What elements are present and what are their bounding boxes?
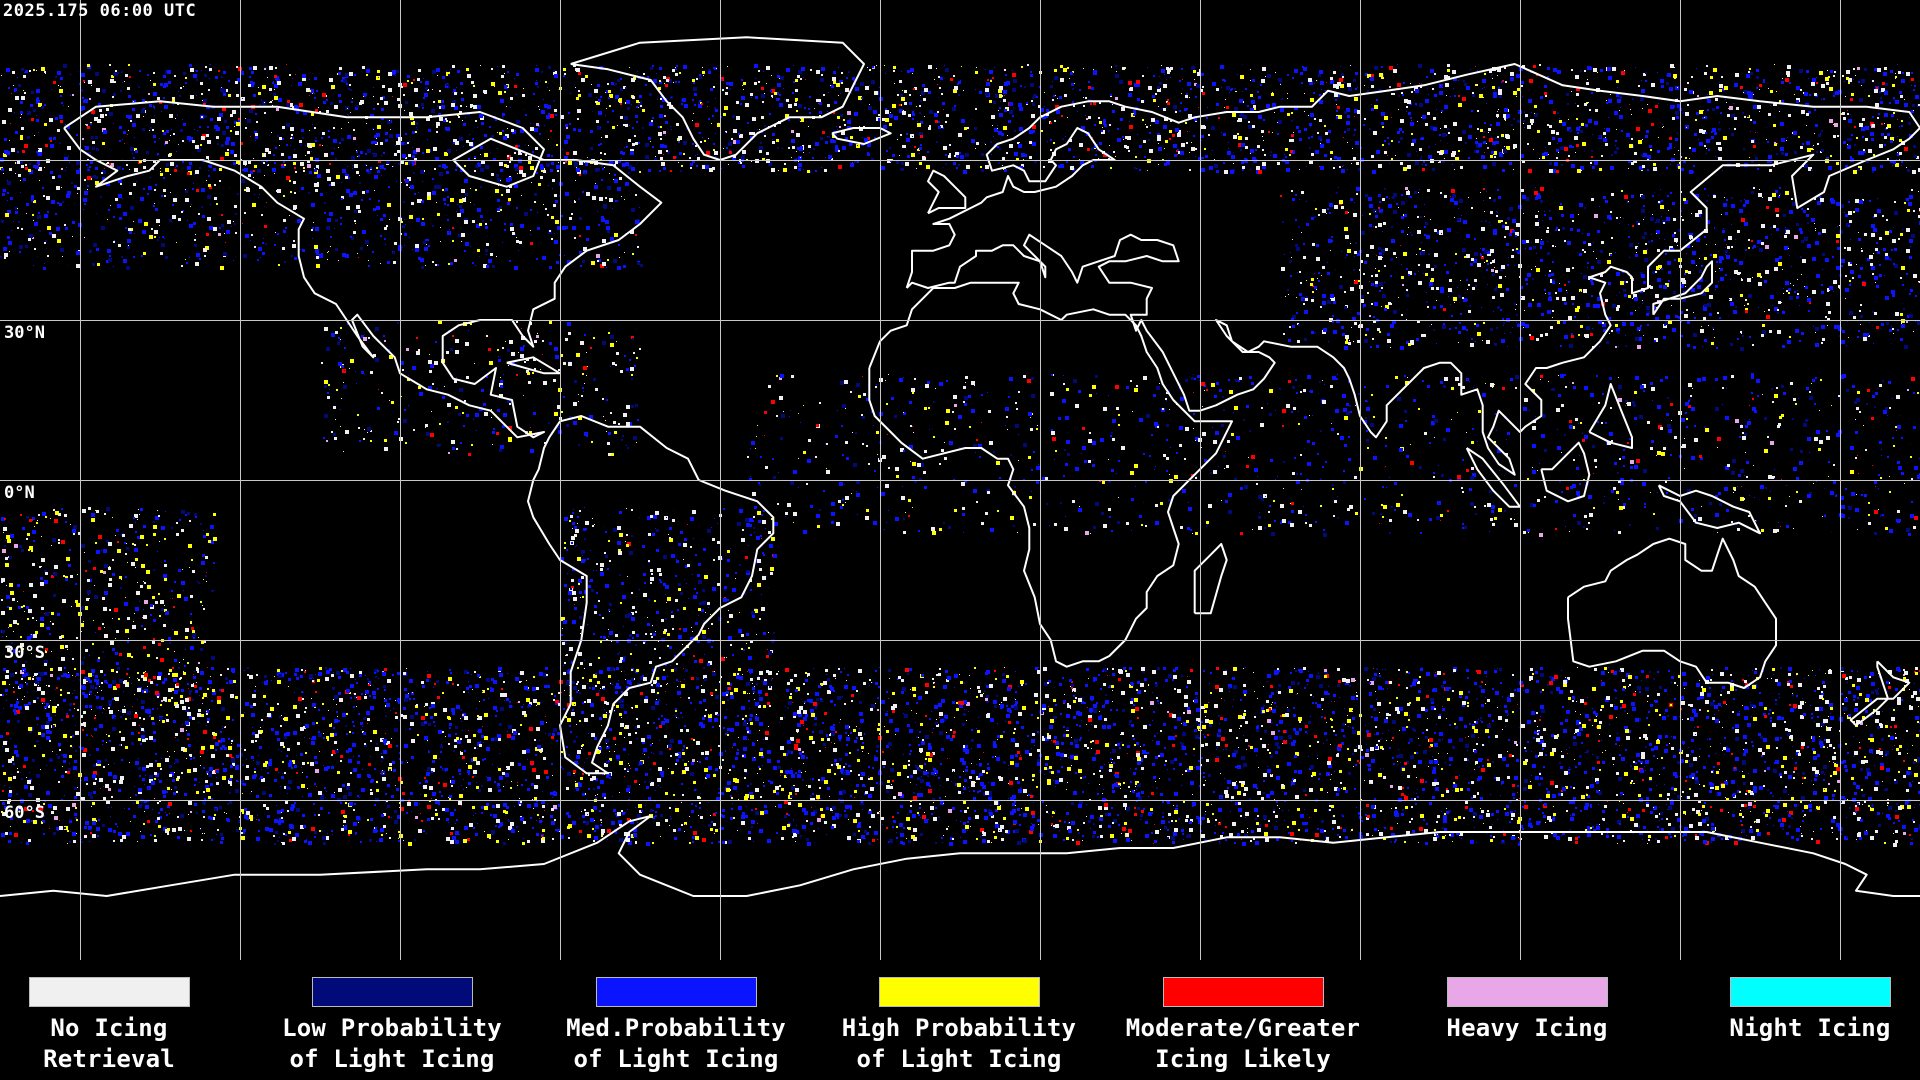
legend-swatch	[1729, 977, 1891, 1007]
legend-label: Low Probability of Light Icing	[282, 1014, 502, 1073]
coastline-segment-9	[1540, 441, 1591, 503]
lat-label-30n: 30°N	[4, 323, 45, 343]
lat-label-equator: 0°N	[4, 483, 35, 503]
legend-item-med-probability: Med.Probability of Light Icing	[534, 977, 818, 1075]
coastline-segment-0	[63, 100, 663, 439]
coastline-segment-5	[1193, 543, 1228, 615]
legend-swatch	[595, 977, 757, 1007]
legend: No Icing Retrieval Low Probability of Ligh…	[0, 960, 1920, 1080]
coastline-segment-2	[570, 36, 865, 161]
coastline-segment-15	[831, 127, 892, 145]
icing-map	[0, 0, 1920, 960]
legend-item-night-icing: Night Icing	[1668, 977, 1920, 1044]
icing-pixel-layer	[0, 64, 1920, 847]
coastline-segment-13	[1876, 660, 1911, 700]
legend-swatch	[28, 977, 190, 1007]
coastline-segment-14	[1849, 697, 1889, 727]
legend-item-high-probability: High Probability of Light Icing	[817, 977, 1101, 1075]
coastline-segment-16	[1588, 383, 1633, 449]
coastline-segment-12	[927, 169, 967, 215]
coastline-segment-4	[868, 281, 1233, 668]
legend-swatch	[311, 977, 473, 1007]
coastline-segment-7	[0, 815, 1920, 897]
timestamp-label: 2025.175 06:00 UTC	[3, 1, 197, 21]
legend-item-no-icing: No Icing Retrieval	[0, 977, 251, 1075]
legend-label: Moderate/Greater Icing Likely	[1125, 1014, 1361, 1073]
coastline-segment-1	[527, 415, 775, 775]
legend-swatch	[878, 977, 1040, 1007]
legend-swatch	[1162, 977, 1324, 1007]
legend-label: No Icing Retrieval	[43, 1014, 175, 1073]
legend-item-heavy-icing: Heavy Icing	[1385, 977, 1669, 1044]
legend-label: Heavy Icing	[1446, 1014, 1608, 1042]
legend-item-moderate-greater: Moderate/Greater Icing Likely	[1101, 977, 1385, 1075]
lat-label-30s: 30°S	[4, 643, 45, 663]
coastline-segment-8	[1465, 447, 1521, 508]
coastline-segment-11	[1652, 260, 1713, 316]
legend-label: Night Icing	[1729, 1014, 1891, 1042]
coastline-layer	[0, 36, 1920, 897]
coastline-segment-6	[1567, 537, 1777, 689]
legend-swatch	[1446, 977, 1608, 1007]
lat-label-60s: 60°S	[4, 803, 45, 823]
legend-label: Med.Probability of Light Icing	[566, 1014, 786, 1073]
coastline-segment-3	[905, 63, 1920, 476]
legend-item-low-probability: Low Probability of Light Icing	[250, 977, 534, 1075]
legend-label: High Probability of Light Icing	[841, 1014, 1077, 1073]
lat-lon-grid	[0, 0, 1920, 960]
